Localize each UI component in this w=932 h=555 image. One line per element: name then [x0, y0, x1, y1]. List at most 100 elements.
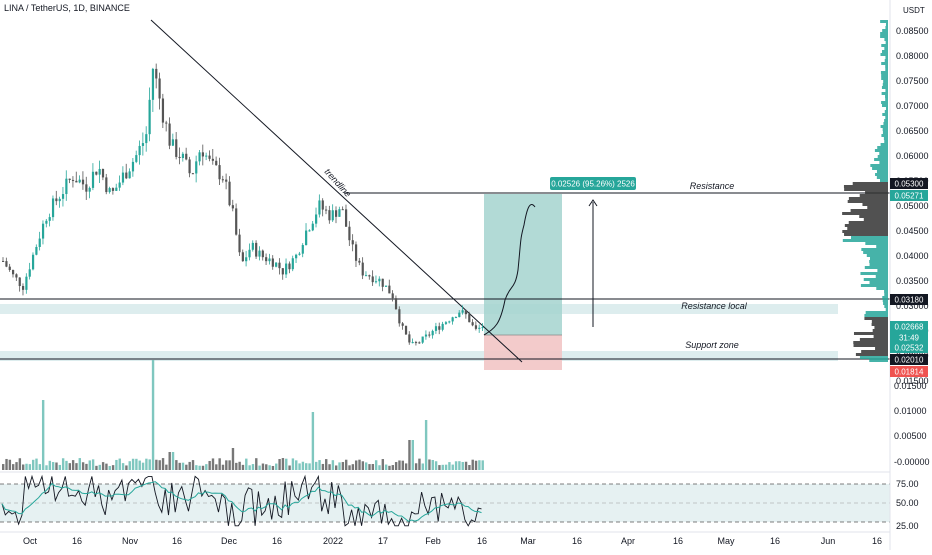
volume-bar	[315, 461, 318, 470]
candle-body	[141, 143, 145, 146]
volume-profile-bar	[870, 164, 888, 167]
volume-profile-bar	[882, 299, 888, 302]
volume-profile-bar	[884, 140, 888, 143]
volume-bar	[394, 462, 398, 470]
price-badge-target	[890, 190, 928, 201]
projection-curve[interactable]	[483, 203, 536, 336]
volume-bar	[211, 458, 215, 470]
volume-profile-bar	[848, 221, 888, 224]
volume-bar	[318, 460, 321, 470]
price-axis[interactable]: 0.08500 0.08000 0.07500 0.07000 0.06500 0.060…	[894, 26, 930, 531]
volume-bar	[48, 460, 52, 470]
candle-body	[48, 217, 51, 221]
price-badge-resistance	[890, 178, 928, 189]
volume-profile-bar	[884, 47, 888, 50]
volume-profile-bar	[874, 149, 888, 152]
candle-body	[91, 171, 95, 188]
price-tick-label: 0.08000	[896, 51, 929, 61]
volume-profile-bar	[844, 233, 888, 236]
candle-body	[418, 342, 421, 344]
symbol-header[interactable]: LINA / TetherUS, 1D, BINANCE	[4, 3, 130, 13]
candle-body	[18, 277, 21, 287]
candle-body	[218, 165, 221, 180]
candle-body	[191, 173, 195, 175]
candle-body	[145, 134, 148, 144]
candle-body	[245, 257, 248, 262]
volume-bar	[188, 461, 191, 470]
candle-body	[338, 209, 341, 217]
volume-bar	[78, 458, 81, 470]
candle-body	[408, 334, 411, 343]
volume-bar	[328, 464, 331, 470]
volume-profile-bar	[885, 68, 888, 71]
profit-zone[interactable]	[484, 194, 562, 335]
volume-bar	[311, 412, 315, 470]
volume-bar	[175, 460, 178, 470]
volume-bar	[41, 400, 45, 470]
volume-profile-bar	[880, 32, 888, 35]
volume-bar	[478, 460, 481, 470]
candle-body	[348, 226, 351, 241]
candle-body	[208, 155, 211, 159]
loss-zone[interactable]	[484, 335, 562, 370]
candle-body	[258, 250, 261, 257]
candle-body	[318, 200, 321, 215]
volume-profile-bar	[884, 119, 888, 122]
volume-bar	[161, 458, 165, 470]
candle-body	[461, 310, 464, 313]
candle-body	[361, 262, 364, 276]
volume-bar	[281, 458, 285, 470]
volume-bar	[371, 464, 375, 470]
volume-bar	[438, 465, 441, 470]
volume-profile-bar	[885, 56, 888, 59]
volume-bar	[348, 465, 351, 470]
volume-bar	[108, 465, 111, 470]
volume-bar	[351, 464, 355, 470]
volume-profile-bar	[847, 227, 888, 230]
volume-bar	[265, 464, 268, 470]
rsi-ma-line	[1, 481, 482, 522]
volume-profile-bar	[859, 194, 888, 197]
candle-body	[135, 155, 138, 162]
candle-body	[41, 223, 45, 239]
volume-profile-bar	[884, 290, 888, 293]
volume-profile-bar	[885, 107, 888, 110]
volume-bar	[248, 465, 251, 470]
volume-bar	[308, 463, 311, 470]
volume-profile-bar	[869, 260, 888, 263]
candle-body	[65, 178, 68, 195]
volume-bar	[258, 465, 261, 470]
volume-bar	[404, 463, 408, 470]
candle-body	[71, 179, 75, 181]
volume-bar	[354, 460, 358, 470]
volume-bar	[421, 463, 424, 470]
price-badge-text: 0.01814	[895, 368, 924, 377]
volume-profile-bar	[865, 311, 888, 314]
candle-body	[15, 274, 18, 278]
trendline[interactable]	[150, 19, 523, 363]
volume-profile-bar	[879, 179, 888, 182]
volume-profile-bar	[882, 113, 888, 116]
arrow-head-icon	[588, 199, 598, 207]
candle-body	[168, 123, 171, 146]
volume-bar	[358, 459, 361, 470]
volume-bar	[148, 459, 151, 470]
volume-bar	[85, 463, 88, 470]
volume-bar	[51, 462, 55, 470]
candle-body	[388, 285, 391, 294]
candle-body	[261, 250, 264, 258]
time-tick-label: 16	[572, 536, 582, 546]
volume-profile-bar	[881, 101, 888, 104]
volume-bars	[2, 360, 484, 470]
volume-profile-bar	[866, 254, 888, 257]
price-badges: 0.05300 0.05271 0.03180 0.02668 31:490.02532…	[890, 178, 928, 377]
price-tick-label: 0.08500	[896, 26, 929, 36]
volume-bar	[105, 463, 108, 470]
candle-body	[278, 262, 281, 269]
candle-body	[5, 261, 8, 267]
candle-body	[45, 220, 48, 224]
volume-bar	[368, 464, 371, 470]
time-axis[interactable]: Oct 16 Nov 16 Dec 16 2022 17 Feb 16 Mar 16 Apr 16 May 1…	[23, 536, 882, 546]
volume-bar	[298, 463, 301, 470]
